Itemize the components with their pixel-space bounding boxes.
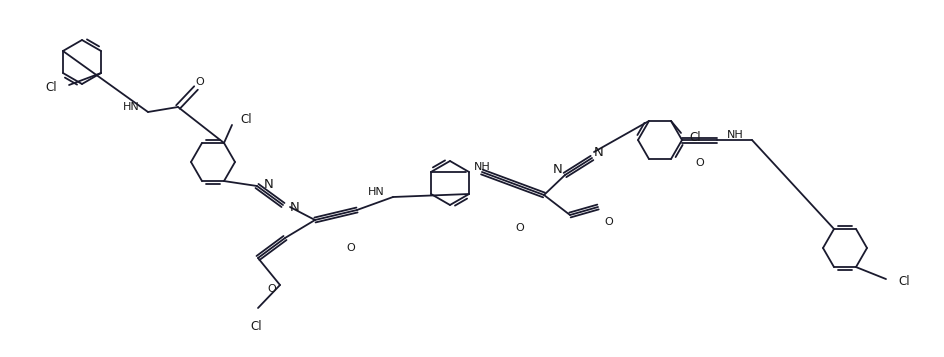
Text: HN: HN — [124, 102, 140, 112]
Text: O: O — [268, 284, 277, 294]
Text: NH: NH — [474, 162, 491, 172]
Text: Cl: Cl — [898, 275, 910, 287]
Text: NH: NH — [727, 130, 744, 140]
Text: O: O — [515, 223, 524, 233]
Text: N: N — [264, 177, 274, 191]
Text: O: O — [346, 243, 355, 253]
Text: O: O — [604, 217, 613, 227]
Text: N: N — [553, 162, 563, 176]
Text: Cl: Cl — [689, 131, 700, 145]
Text: O: O — [195, 77, 204, 87]
Text: N: N — [290, 201, 300, 213]
Text: Cl: Cl — [250, 320, 261, 333]
Text: Cl: Cl — [45, 80, 57, 94]
Text: Cl: Cl — [240, 114, 252, 126]
Text: HN: HN — [368, 187, 385, 197]
Text: N: N — [594, 146, 604, 159]
Text: O: O — [695, 158, 704, 168]
